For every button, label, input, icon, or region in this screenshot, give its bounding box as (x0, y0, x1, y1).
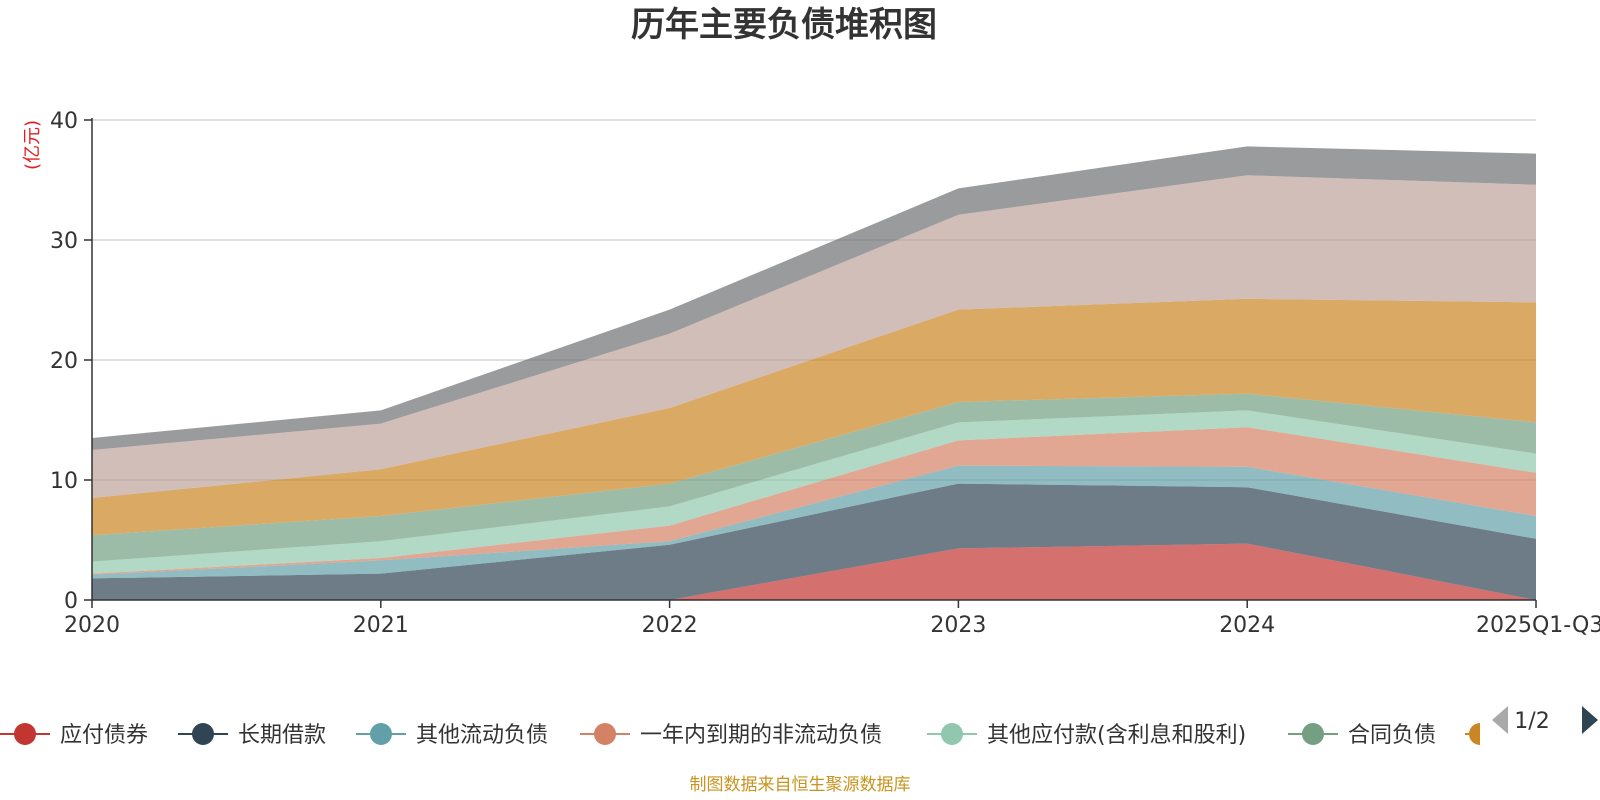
legend-item-1[interactable]: 长期借款 (178, 723, 326, 748)
legend-marker (192, 723, 214, 745)
legend-item-0[interactable]: 应付债券 (0, 723, 148, 748)
x-tick-label: 2025Q1-Q3 (1476, 613, 1600, 638)
area-series-1 (92, 483, 1536, 600)
x-tick-label: 2020 (64, 613, 120, 638)
legend-marker (370, 723, 392, 745)
area-series-group (92, 146, 1536, 600)
legend-label: 其他应付款(含利息和股利) (987, 723, 1246, 748)
legend-label: 应付债券 (60, 723, 148, 748)
legend-item-3[interactable]: 一年内到期的非流动负债 (580, 723, 882, 748)
legend-label: 长期借款 (238, 723, 326, 748)
chart-title: 历年主要负债堆积图 (631, 5, 937, 45)
axes: 0 10 20 30 40 2020 2021 2022 2023 2024 2025Q1-Q3 (50, 109, 1600, 638)
legend-pager[interactable]: 1/2 (1492, 706, 1598, 734)
y-tick-label: 20 (50, 349, 78, 374)
legend-prev-icon[interactable] (1492, 706, 1508, 734)
area-series-4 (92, 410, 1536, 574)
y-tick-label: 30 (50, 229, 78, 254)
legend: 应付债券 长期借款 其他流动负债 一年内到期的非流动负债 其他应付款(含利息和股利) 合同… (0, 723, 1480, 748)
area-series-6 (92, 298, 1536, 536)
y-tick-label: 40 (50, 109, 78, 134)
area-series-8 (92, 146, 1536, 450)
legend-page-indicator: 1/2 (1514, 709, 1549, 734)
legend-marker-partial (1469, 723, 1480, 745)
area-series-0 (92, 543, 1536, 600)
source-note: 制图数据来自恒生聚源数据库 (690, 775, 911, 795)
legend-marker (14, 723, 36, 745)
legend-item-4[interactable]: 其他应付款(含利息和股利) (927, 723, 1246, 748)
y-tick-label: 10 (50, 469, 78, 494)
area-series-5 (92, 393, 1536, 562)
x-tick-label: 2024 (1219, 613, 1275, 638)
legend-item-2[interactable]: 其他流动负债 (356, 723, 548, 748)
legend-next-icon[interactable] (1582, 706, 1598, 734)
legend-label: 其他流动负债 (416, 723, 548, 748)
y-axis-unit: (亿元) (22, 120, 43, 170)
legend-marker (941, 723, 963, 745)
x-tick-label: 2022 (642, 613, 698, 638)
legend-label: 一年内到期的非流动负债 (640, 723, 882, 748)
legend-marker (594, 723, 616, 745)
area-series-7 (92, 175, 1536, 498)
x-tick-label: 2021 (353, 613, 409, 638)
legend-item-5[interactable]: 合同负债 (1288, 723, 1436, 748)
legend-label: 合同负债 (1348, 723, 1436, 748)
area-series-3 (92, 427, 1536, 575)
x-tick-label: 2023 (930, 613, 986, 638)
y-tick-label: 0 (64, 589, 78, 614)
legend-marker (1302, 723, 1324, 745)
